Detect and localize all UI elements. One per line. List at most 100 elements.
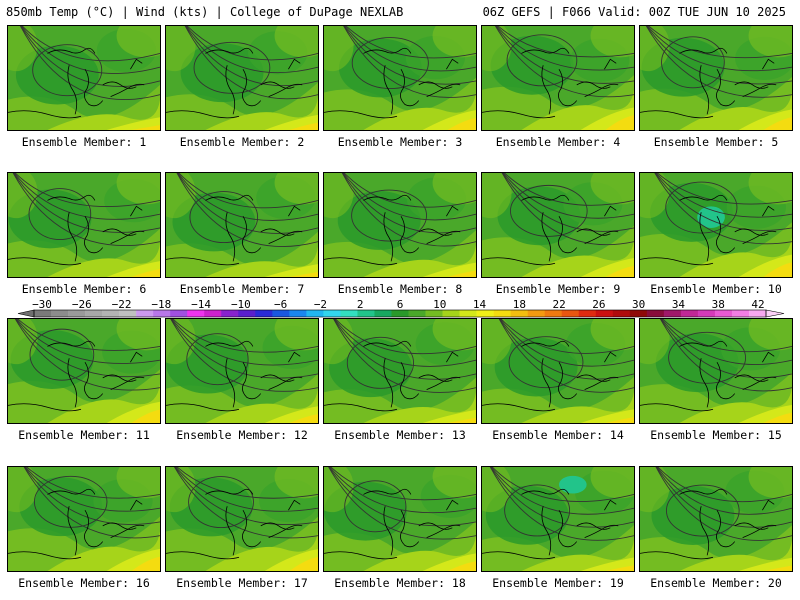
- colorbar-segment: [323, 310, 341, 317]
- colorbar-tick-label: −6: [274, 298, 288, 311]
- colorbar-segment: [646, 310, 665, 317]
- colorbar-tick-label: 42: [751, 298, 765, 311]
- colorbar-segment: [255, 310, 273, 317]
- colorbar-segment: [136, 310, 154, 317]
- colorbar-right-arrow: [765, 309, 785, 318]
- colorbar-segment: [102, 310, 120, 317]
- ensemble-member-label: Ensemble Member: 8: [337, 282, 463, 296]
- colorbar-segment: [221, 310, 239, 317]
- ensemble-member-label: Ensemble Member: 9: [495, 282, 621, 296]
- colorbar-segment: [306, 310, 324, 317]
- colorbar-tick-label: −22: [111, 298, 132, 311]
- chart-title-left: 850mb Temp (°C) | Wind (kts) | College o…: [6, 5, 404, 19]
- ensemble-member-map: [639, 318, 793, 424]
- colorbar-segment: [697, 310, 716, 317]
- colorbar-tick-label: 22: [552, 298, 566, 311]
- colorbar-segment: [170, 310, 188, 317]
- ensemble-member-map: [7, 466, 161, 572]
- ensemble-member-label: Ensemble Member: 6: [21, 282, 147, 296]
- ensemble-member-map: [7, 25, 161, 131]
- ensemble-member-map: [639, 25, 793, 131]
- colorbar-segment: [289, 310, 307, 317]
- colorbar-segment: [629, 310, 648, 317]
- ensemble-member-map: [481, 172, 635, 278]
- colorbar-segment: [391, 310, 409, 317]
- ensemble-member-map: [481, 466, 635, 572]
- ensemble-member-label: Ensemble Member: 11: [18, 428, 150, 442]
- ensemble-member-map: [165, 172, 319, 278]
- ensemble-member-label: Ensemble Member: 16: [18, 576, 150, 590]
- colorbar-tick-label: 34: [671, 298, 686, 311]
- colorbar-segment: [476, 310, 494, 317]
- colorbar-tick-label: 26: [592, 298, 606, 311]
- ensemble-member-label: Ensemble Member: 10: [650, 282, 782, 296]
- ensemble-member-map: [639, 172, 793, 278]
- ensemble-member-label: Ensemble Member: 14: [492, 428, 624, 442]
- colorbar-tick-label: 30: [632, 298, 646, 311]
- colorbar-tick-label: −26: [71, 298, 92, 311]
- ensemble-member-map: [323, 466, 477, 572]
- colorbar-segment: [561, 310, 580, 317]
- temperature-colorbar: [17, 309, 785, 318]
- ensemble-member-map: [165, 318, 319, 424]
- colorbar-tick-label: −30: [32, 298, 52, 311]
- colorbar-tick-label: −14: [191, 298, 212, 311]
- colorbar-tick-label: −18: [151, 298, 172, 311]
- colorbar-segment: [510, 310, 528, 317]
- ensemble-member-map: [165, 25, 319, 131]
- colorbar-segment: [612, 310, 631, 317]
- ensemble-member-map: [481, 318, 635, 424]
- colorbar-segment: [51, 310, 69, 317]
- colorbar-segment: [408, 310, 426, 317]
- colorbar-segment: [204, 310, 222, 317]
- colorbar-segment: [714, 310, 733, 317]
- ensemble-member-map: [165, 466, 319, 572]
- colorbar-segment: [527, 310, 545, 317]
- colorbar-segment: [748, 310, 767, 317]
- ensemble-member-label: Ensemble Member: 18: [334, 576, 466, 590]
- colorbar-segment: [340, 310, 358, 317]
- colorbar-tick-label: 2: [356, 298, 364, 311]
- colorbar-tick-label: −10: [230, 298, 251, 311]
- colorbar-tick-label: 18: [512, 298, 526, 311]
- colorbar-segment: [119, 310, 137, 317]
- ensemble-member-map: [639, 466, 793, 572]
- colorbar-segment: [272, 310, 290, 317]
- colorbar-segment: [578, 310, 597, 317]
- colorbar-segment: [595, 310, 614, 317]
- ensemble-member-label: Ensemble Member: 1: [21, 135, 147, 149]
- colorbar-left-arrow: [17, 309, 35, 318]
- colorbar-segment: [187, 310, 205, 317]
- colorbar-tick-label: 38: [711, 298, 725, 311]
- ensemble-member-label: Ensemble Member: 20: [650, 576, 782, 590]
- ensemble-member-label: Ensemble Member: 13: [334, 428, 466, 442]
- ensemble-member-map: [7, 318, 161, 424]
- colorbar-segment: [459, 310, 477, 317]
- colorbar-segment: [374, 310, 392, 317]
- ensemble-member-label: Ensemble Member: 19: [492, 576, 624, 590]
- colorbar-segment: [153, 310, 171, 317]
- colorbar-segment: [238, 310, 256, 317]
- colorbar-segment: [357, 310, 375, 317]
- ensemble-member-label: Ensemble Member: 15: [650, 428, 782, 442]
- colorbar-segment: [425, 310, 443, 317]
- ensemble-member-map: [323, 25, 477, 131]
- ensemble-member-label: Ensemble Member: 5: [653, 135, 779, 149]
- ensemble-member-map: [323, 318, 477, 424]
- chart-title-right: 06Z GEFS | F066 Valid: 00Z TUE JUN 10 20…: [482, 5, 786, 19]
- ensemble-member-label: Ensemble Member: 3: [337, 135, 463, 149]
- colorbar-segment: [442, 310, 460, 317]
- ensemble-member-map: [323, 172, 477, 278]
- colorbar-segment: [85, 310, 103, 317]
- ensemble-member-map: [481, 25, 635, 131]
- colorbar-segment: [663, 310, 682, 317]
- colorbar-segment: [68, 310, 86, 317]
- ensemble-member-label: Ensemble Member: 7: [179, 282, 305, 296]
- colorbar-segment: [544, 310, 563, 317]
- ensemble-member-label: Ensemble Member: 17: [176, 576, 308, 590]
- ensemble-member-map: [7, 172, 161, 278]
- ensemble-member-label: Ensemble Member: 4: [495, 135, 621, 149]
- ensemble-member-label: Ensemble Member: 12: [176, 428, 308, 442]
- colorbar-tick-label: 6: [396, 298, 404, 311]
- colorbar-segment: [731, 310, 750, 317]
